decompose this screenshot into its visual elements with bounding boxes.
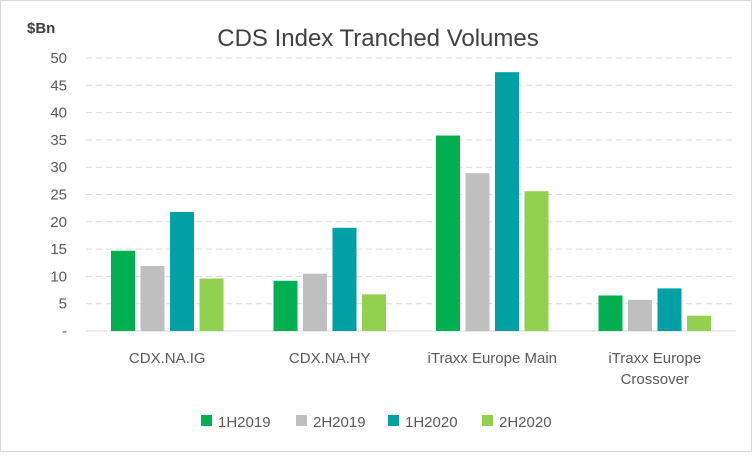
y-axis-ticks: - 5 10 15 20 25 30 35 40 45 50 bbox=[50, 50, 67, 340]
bar-2h2020 bbox=[199, 278, 224, 331]
y-tick-label: 35 bbox=[50, 132, 67, 149]
x-axis-labels: CDX.NA.IG CDX.NA.HY iTraxx Europe Main iTra… bbox=[129, 350, 701, 388]
bar-2h2019 bbox=[140, 266, 165, 331]
y-tick-label: 50 bbox=[50, 50, 67, 67]
x-category-label: CDX.NA.HY bbox=[289, 350, 371, 367]
legend-label: 1H2019 bbox=[218, 414, 271, 431]
bar-1h2019 bbox=[436, 135, 460, 331]
y-tick-label: 10 bbox=[50, 268, 67, 285]
bar-1h2020 bbox=[657, 288, 682, 331]
legend-swatch bbox=[201, 415, 212, 426]
x-category-label: CDX.NA.IG bbox=[129, 350, 206, 367]
legend-label: 2H2020 bbox=[499, 414, 552, 431]
bar-2h2020 bbox=[524, 191, 549, 331]
legend-label: 1H2020 bbox=[405, 414, 458, 431]
x-category-label: iTraxx Europe bbox=[608, 350, 701, 367]
y-tick-label: 25 bbox=[50, 187, 67, 204]
bar-1h2020 bbox=[332, 227, 357, 331]
y-tick-label: - bbox=[62, 323, 67, 340]
y-tick-label: 20 bbox=[50, 214, 67, 231]
legend-label: 2H2019 bbox=[313, 414, 366, 431]
bar-1h2019 bbox=[111, 250, 135, 331]
bar-1h2019 bbox=[598, 295, 623, 331]
gridlines bbox=[86, 57, 736, 332]
bar-2h2019 bbox=[465, 173, 490, 331]
bar-1h2020 bbox=[170, 211, 194, 331]
y-tick-label: 5 bbox=[59, 296, 67, 313]
legend-swatch bbox=[388, 415, 399, 426]
bars bbox=[111, 72, 711, 332]
bar-2h2020 bbox=[362, 294, 386, 331]
bar-1h2020 bbox=[495, 72, 519, 332]
chart-title: CDS Index Tranched Volumes bbox=[217, 25, 539, 52]
y-tick-label: 40 bbox=[50, 105, 67, 122]
legend-swatch bbox=[296, 415, 307, 426]
y-tick-label: 15 bbox=[50, 241, 67, 258]
bar-2h2019 bbox=[628, 299, 652, 331]
y-tick-label: 30 bbox=[50, 159, 67, 176]
x-category-label: Crossover bbox=[621, 371, 689, 388]
bar-2h2019 bbox=[303, 273, 327, 331]
y-tick-label: 45 bbox=[50, 77, 67, 94]
bar-1h2019 bbox=[273, 280, 298, 331]
legend: 1H2019 2H2019 1H2020 2H2020 bbox=[201, 414, 552, 431]
bar-2h2020 bbox=[687, 315, 711, 331]
legend-swatch bbox=[482, 415, 493, 426]
x-category-label: iTraxx Europe Main bbox=[428, 350, 558, 367]
y-axis-label: $Bn bbox=[27, 20, 55, 37]
